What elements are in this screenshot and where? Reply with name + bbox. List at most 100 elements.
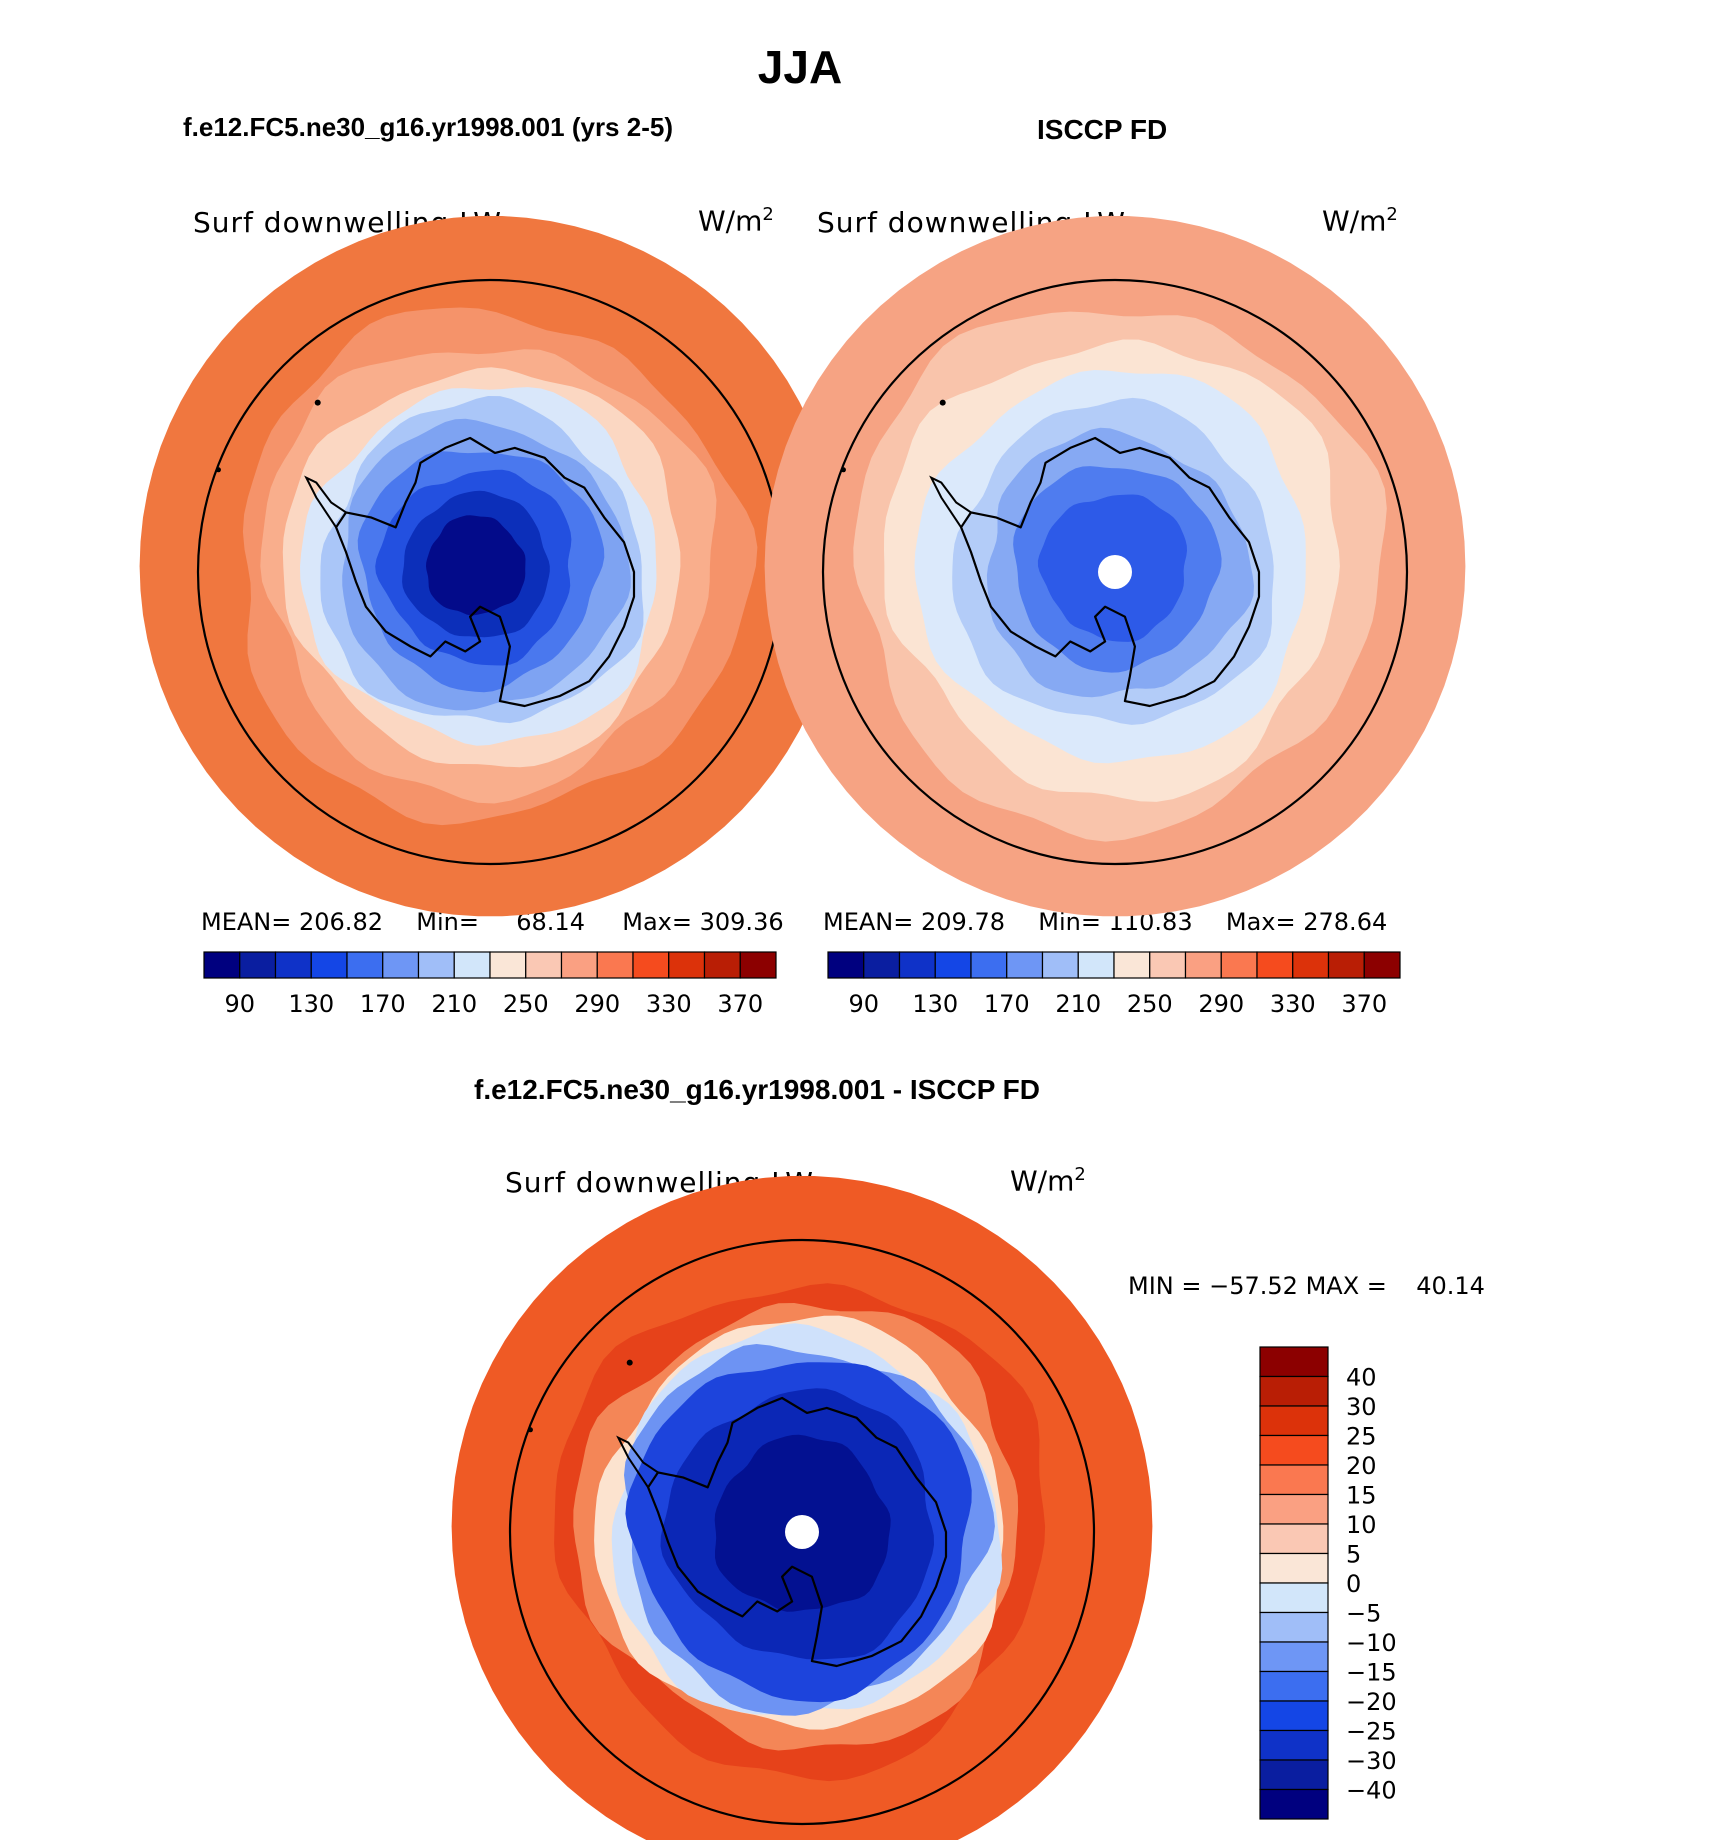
- panel2-colorbar-swatch: [1006, 951, 1044, 979]
- panel1-colorbar-tick-label: 370: [717, 990, 763, 1018]
- panel2-colorbar-swatch: [1220, 951, 1258, 979]
- panel3-colorbar-swatch: [1259, 1582, 1329, 1614]
- panel3-island-marker: [626, 1359, 633, 1366]
- panel2-units-exp: 2: [1386, 204, 1398, 225]
- panel2-colorbar-swatch: [1041, 951, 1079, 979]
- panel2-max-label: Max=: [1225, 908, 1296, 936]
- panel1-max-value: 309.36: [699, 908, 784, 936]
- panel3-colorbar-tick-label: 20: [1346, 1452, 1377, 1480]
- panel3-colorbar-tick-label: 30: [1346, 1393, 1377, 1421]
- panel2-colorbar-tick-label: 210: [1055, 990, 1101, 1018]
- panel2-colorbar-swatch: [898, 951, 936, 979]
- panel2-colorbar-swatch: [970, 951, 1008, 979]
- panel1-colorbar-tick-label: 90: [224, 990, 255, 1018]
- panel3-colorbar-tick-label: 0: [1346, 1570, 1361, 1598]
- panel3-colorbar-swatch: [1259, 1611, 1329, 1643]
- panel3-map-border: [508, 1238, 1096, 1826]
- panel3-units-base: W/m: [1010, 1164, 1075, 1198]
- panel3-colorbar-tick-label: −15: [1346, 1659, 1397, 1687]
- panel1-colorbar-swatch: [382, 951, 420, 979]
- panel2-units-base: W/m: [1322, 204, 1387, 238]
- panel2-max-value: 278.64: [1303, 908, 1388, 936]
- panel1-case-title: f.e12.FC5.ne30_g16.yr1998.001 (yrs 2-5): [183, 112, 673, 142]
- panel1-colorbar-tick-label: 170: [360, 990, 406, 1018]
- panel2-mean-value: 209.78: [921, 908, 1005, 936]
- panel2-colorbar-tick-label: 130: [912, 990, 958, 1018]
- panel1-colorbar-tick-label: 330: [646, 990, 692, 1018]
- panel1-colorbar-tick-label: 250: [503, 990, 549, 1018]
- panel2-case-title: ISCCP FD: [1037, 114, 1168, 145]
- panel1-colorbar-tick-label: 290: [574, 990, 620, 1018]
- panel3-coastline-peninsula: [616, 1435, 659, 1488]
- panel1-colorbar: 90 130 170 210 250 290 330 370: [203, 951, 777, 1018]
- panel3-colorbar-tick-label: −25: [1346, 1718, 1397, 1746]
- panel3-units-exp: 2: [1074, 1164, 1086, 1185]
- panel2-colorbar-tick-label: 290: [1198, 990, 1244, 1018]
- panel1-colorbar-swatch: [489, 951, 527, 979]
- panel1-colorbar-swatch: [239, 951, 277, 979]
- panel2-colorbar-swatch: [1327, 951, 1365, 979]
- panel2-colorbar-tick-label: 370: [1341, 990, 1387, 1018]
- panel3-colorbar-tick-label: 15: [1346, 1482, 1377, 1510]
- panel1-contour-band-navy: [426, 515, 526, 616]
- panel3-stats: MIN = −57.52 MAX = 40.14: [1128, 1272, 1485, 1300]
- panel3-case-title: f.e12.FC5.ne30_g16.yr1998.001 - ISCCP FD: [474, 1074, 1041, 1105]
- panel2-colorbar-swatch: [827, 951, 865, 979]
- panel3-colorbar-swatch: [1259, 1759, 1329, 1791]
- panel2-coastline-peninsula: [929, 475, 972, 528]
- panel1-colorbar-swatch: [417, 951, 455, 979]
- panel1-colorbar-swatch: [310, 951, 348, 979]
- panel3-colorbar-swatch: [1259, 1405, 1329, 1437]
- panel3-pole-missing-data: [785, 1515, 819, 1549]
- panel2-colorbar-swatch: [1363, 951, 1401, 979]
- panel2-colorbar-swatch: [1184, 951, 1222, 979]
- panel2-colorbar-swatch: [1292, 951, 1330, 979]
- panel3-colorbar-tick-label: 10: [1346, 1511, 1377, 1539]
- panel3-colorbar-swatch: [1259, 1493, 1329, 1525]
- panel1-colorbar-swatch: [525, 951, 563, 979]
- panel2-colorbar-tick-label: 90: [848, 990, 879, 1018]
- panel3-colorbar-swatch: [1259, 1523, 1329, 1555]
- panel1-mean-label: MEAN=: [201, 908, 292, 936]
- panel3-colorbar-swatch: [1259, 1464, 1329, 1496]
- panel2-mean-label: MEAN=: [823, 908, 914, 936]
- panel3-colorbar-tick-label: 25: [1346, 1423, 1377, 1451]
- panel3-min-value: −57.52: [1209, 1272, 1298, 1300]
- panel3-colorbar-tick-label: 5: [1346, 1541, 1361, 1569]
- panel1-units-label: W/m2: [698, 204, 774, 237]
- panel3-colorbar-swatch: [1259, 1641, 1329, 1673]
- panel1-colorbar-swatch: [668, 951, 706, 979]
- panel2-units-label: W/m2: [1322, 204, 1398, 237]
- panel1-units-base: W/m: [698, 204, 763, 238]
- panel3-colorbar-swatch: [1259, 1729, 1329, 1761]
- panel3-min-label: MIN =: [1128, 1272, 1202, 1300]
- panel3-colorbar-swatch: [1259, 1434, 1329, 1466]
- panel3-colorbar-tick-label: 40: [1346, 1364, 1377, 1392]
- panel1-colorbar-swatch: [203, 951, 241, 979]
- panel3-colorbar-tick-label: −40: [1346, 1777, 1397, 1805]
- panel2-colorbar-swatch: [934, 951, 972, 979]
- panel2-colorbar-tick-label: 330: [1270, 990, 1316, 1018]
- panel1-stats: MEAN= 206.82 Min= 68.14 Max= 309.36: [201, 908, 784, 936]
- panel1-colorbar-swatch: [632, 951, 670, 979]
- panel3-colorbar-swatch: [1259, 1375, 1329, 1407]
- panel3-max-value: 40.14: [1416, 1272, 1485, 1300]
- panel3-colorbar-tick-label: −10: [1346, 1629, 1397, 1657]
- panel2-colorbar-swatch: [1149, 951, 1187, 979]
- panel2-map-border: [821, 278, 1409, 866]
- panel1-colorbar-swatch: [596, 951, 634, 979]
- panel3-colorbar-tick-label: −30: [1346, 1747, 1397, 1775]
- panel1-colorbar-swatch: [453, 951, 491, 979]
- panel1-colorbar-tick-label: 130: [288, 990, 334, 1018]
- panel1-mean-value: 206.82: [299, 908, 383, 936]
- panel1-island-marker: [314, 399, 321, 406]
- panel1-colorbar-tick-label: 210: [431, 990, 477, 1018]
- main-title: JJA: [757, 41, 843, 93]
- panel3-colorbar-swatch: [1259, 1700, 1329, 1732]
- panel2-pole-missing-data: [1098, 555, 1132, 589]
- panel2-colorbar-swatch: [1077, 951, 1115, 979]
- panel1-colorbar-swatch: [274, 951, 312, 979]
- panel1-units-exp: 2: [762, 204, 774, 225]
